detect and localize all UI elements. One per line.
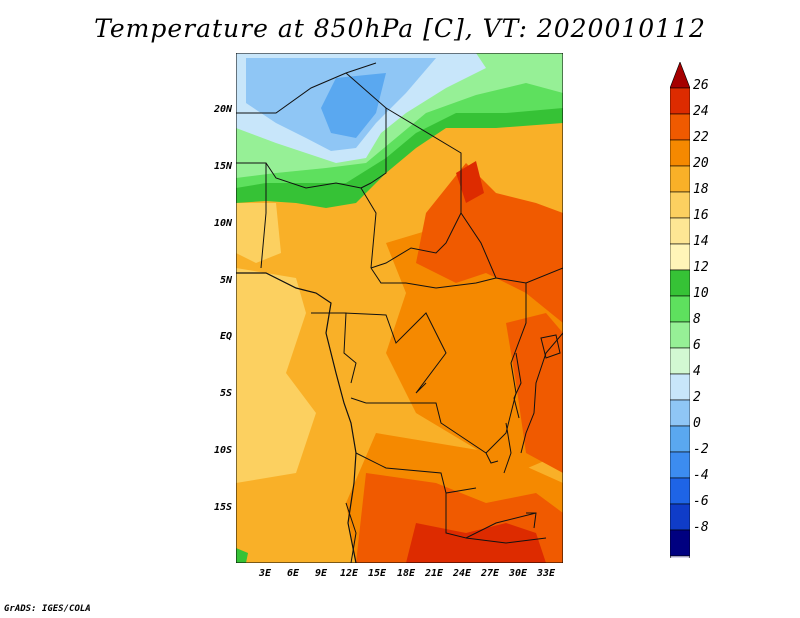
field-hottest-south bbox=[406, 523, 546, 563]
lon-label-30e: 30E bbox=[508, 568, 528, 579]
lon-label-33e: 33E bbox=[536, 568, 556, 579]
field-hot-east bbox=[506, 313, 563, 473]
lat-label-15s: 15S bbox=[213, 502, 232, 513]
lon-label-15e: 15E bbox=[367, 568, 387, 579]
field-light-nw bbox=[236, 203, 281, 263]
colorbar-swatch bbox=[670, 217, 690, 245]
lat-label-15n: 15N bbox=[213, 161, 232, 172]
colorbar-label: -4 bbox=[693, 468, 709, 483]
map-canvas bbox=[235, 52, 564, 564]
lat-label-eq: EQ bbox=[219, 331, 232, 342]
colorbar-swatch bbox=[670, 399, 690, 427]
colorbar-label: 2 bbox=[693, 390, 701, 405]
colorbar-swatch bbox=[670, 555, 690, 558]
colorbar-swatch bbox=[670, 347, 690, 375]
colorbar-label: 16 bbox=[693, 208, 709, 223]
lon-label-27e: 27E bbox=[480, 568, 500, 579]
country-boundaries bbox=[236, 62, 564, 564]
colorbar-label: 24 bbox=[693, 104, 709, 119]
credit-text: GrADS: IGES/COLA bbox=[4, 604, 91, 614]
temperature-map bbox=[235, 52, 564, 564]
colorbar-label: 22 bbox=[693, 130, 709, 145]
lon-label-9e: 9E bbox=[314, 568, 328, 579]
lon-label-12e: 12E bbox=[339, 568, 359, 579]
colorbar-swatch bbox=[670, 62, 690, 89]
colorbar-label: 26 bbox=[693, 78, 709, 93]
lon-label-6e: 6E bbox=[286, 568, 300, 579]
colorbar-label: 10 bbox=[693, 286, 709, 301]
colorbar-label: 6 bbox=[693, 338, 701, 353]
colorbar-label: 12 bbox=[693, 260, 709, 275]
colorbar-swatch bbox=[670, 529, 690, 557]
colorbar-label: 20 bbox=[693, 156, 709, 171]
colorbar-swatch bbox=[670, 139, 690, 167]
colorbar-label: -8 bbox=[693, 520, 709, 535]
colorbar-label: -6 bbox=[693, 494, 709, 509]
field-light-west bbox=[236, 268, 316, 483]
colorbar-swatch bbox=[670, 243, 690, 271]
colorbar-swatches bbox=[670, 62, 690, 558]
colorbar-swatch bbox=[670, 191, 690, 219]
lon-label-24e: 24E bbox=[452, 568, 472, 579]
colorbar-swatch bbox=[670, 373, 690, 401]
colorbar-swatch bbox=[670, 269, 690, 297]
field-blue-core bbox=[321, 73, 386, 138]
colorbar-swatch bbox=[670, 295, 690, 323]
lon-label-18e: 18E bbox=[396, 568, 416, 579]
colorbar-swatch bbox=[670, 165, 690, 193]
coastline bbox=[236, 272, 357, 564]
colorbar-label: 0 bbox=[693, 416, 701, 431]
colorbar-swatch bbox=[670, 425, 690, 453]
lat-label-5n: 5N bbox=[219, 275, 232, 286]
lat-label-10n: 10N bbox=[213, 218, 232, 229]
colorbar-label: 4 bbox=[693, 364, 701, 379]
colorbar-label: 8 bbox=[693, 312, 701, 327]
colorbar-swatch bbox=[670, 503, 690, 531]
lat-label-5s: 5S bbox=[219, 388, 232, 399]
colorbar-swatch bbox=[670, 321, 690, 349]
colorbar-swatch bbox=[670, 451, 690, 479]
colorbar-label: 14 bbox=[693, 234, 709, 249]
colorbar-swatch bbox=[670, 477, 690, 505]
colorbar-swatch bbox=[670, 113, 690, 141]
lat-label-10s: 10S bbox=[213, 445, 232, 456]
colorbar-swatch bbox=[670, 87, 690, 115]
lat-label-20n: 20N bbox=[213, 104, 232, 115]
field-green-corner bbox=[236, 548, 248, 563]
colorbar-label: 18 bbox=[693, 182, 709, 197]
lakes bbox=[485, 334, 561, 529]
chart-title: Temperature at 850hPa [C], VT: 202001011… bbox=[94, 14, 706, 43]
field-hottest-north bbox=[456, 161, 484, 203]
lon-label-21e: 21E bbox=[424, 568, 444, 579]
lon-label-3e: 3E bbox=[258, 568, 272, 579]
colorbar bbox=[670, 62, 690, 558]
colorbar-label: -2 bbox=[693, 442, 709, 457]
